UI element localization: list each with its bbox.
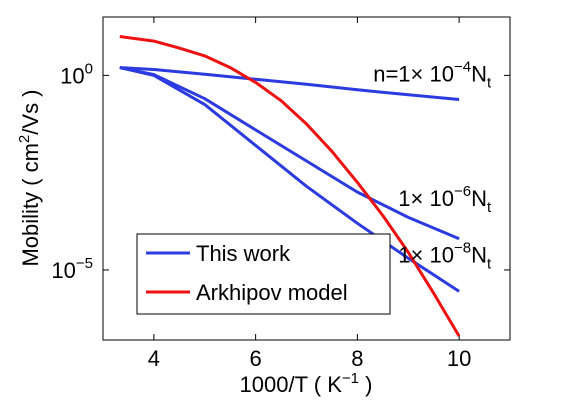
curve-annotation-0: n=1× 10−4Nt <box>373 58 492 91</box>
x-tick-label: 8 <box>351 346 363 371</box>
y-tick-label: 10−5 <box>51 255 93 283</box>
x-tick-label: 4 <box>148 346 160 371</box>
y-tick-label: 100 <box>60 60 93 88</box>
series-layer <box>119 35 461 337</box>
x-tick-label: 6 <box>250 346 262 371</box>
legend-label-this-work: This work <box>196 241 291 266</box>
x-axis-title: 1000/T ( K−1 ) <box>240 370 373 397</box>
series-line-this-work-2 <box>119 66 460 293</box>
curve-annotation-2: 1× 10−8Nt <box>398 239 492 272</box>
legend: This work Arkhipov model <box>136 233 391 315</box>
series-line-arkhipov-0 <box>119 35 461 337</box>
curve-annotation-1: 1× 10−6Nt <box>398 183 492 216</box>
x-tick-label: 10 <box>447 346 471 371</box>
legend-label-arkhipov: Arkhipov model <box>196 280 348 305</box>
axis-ticks: 4 6 8 10 100 10−5 <box>51 17 510 371</box>
y-axis-title: Mobility ( cm2/Vs ) <box>16 89 43 266</box>
series-line-this-work-0 <box>119 66 460 101</box>
legend-box <box>136 233 391 315</box>
annotation-layer: n=1× 10−4Nt 1× 10−6Nt 1× 10−8Nt <box>373 58 492 272</box>
